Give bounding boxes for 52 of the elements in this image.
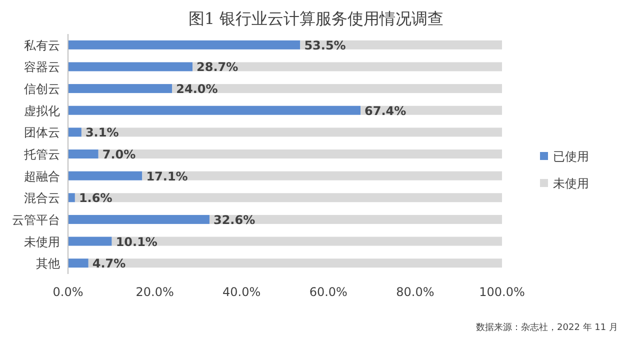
data-label: 28.7%	[196, 60, 238, 74]
bar	[68, 193, 75, 202]
data-label: 67.4%	[364, 104, 406, 118]
bar	[68, 62, 193, 72]
bar	[68, 128, 82, 137]
bar	[142, 171, 502, 180]
bar	[192, 62, 502, 72]
y-tick-label: 团体云	[24, 126, 60, 140]
bar	[112, 236, 502, 246]
data-label: 32.6%	[213, 212, 256, 227]
x-tick-label: 20.0%	[136, 285, 174, 299]
y-tick-label: 托管云	[23, 148, 60, 162]
x-tick-label: 100.0%	[479, 285, 525, 299]
x-tick-label: 60.0%	[309, 285, 348, 299]
y-tick-label: 混合云	[24, 191, 60, 206]
bar	[68, 150, 98, 158]
bar	[68, 258, 88, 268]
data-label: 10.1%	[116, 234, 158, 249]
source-note: 数据来源：杂志社，2022 年 11 月	[476, 322, 618, 333]
bar	[68, 40, 300, 50]
bar	[68, 106, 361, 115]
bar	[209, 214, 502, 224]
legend-label: 未使用	[553, 176, 589, 190]
y-tick-label: 容器云	[24, 60, 60, 74]
y-tick-label: 云管平台	[12, 212, 60, 227]
bar	[68, 171, 142, 180]
bar	[68, 214, 210, 224]
bar	[88, 258, 502, 268]
y-tick-label: 信创云	[24, 82, 60, 96]
bar	[68, 236, 112, 246]
data-label: 17.1%	[146, 169, 188, 184]
chart-title: 图1 银行业云计算服务使用情况调查	[188, 9, 444, 28]
y-tick-label: 私有云	[24, 38, 60, 52]
bar	[172, 84, 502, 94]
legend-label: 已使用	[553, 150, 589, 164]
y-tick-label: 其他	[36, 256, 60, 271]
data-label: 4.7%	[92, 256, 126, 271]
data-label: 7.0%	[102, 148, 136, 162]
x-tick-label: 40.0%	[222, 285, 261, 299]
y-tick-label: 未使用	[24, 234, 60, 249]
bar	[74, 193, 502, 202]
y-tick-label: 虚拟化	[24, 104, 60, 118]
x-tick-label: 0.0%	[52, 285, 84, 299]
data-label: 53.5%	[304, 38, 346, 52]
x-tick-label: 80.0%	[396, 285, 434, 299]
data-label: 3.1%	[85, 126, 119, 140]
bar	[98, 150, 502, 158]
data-label: 1.6%	[78, 191, 112, 206]
y-tick-label: 超融合	[24, 169, 60, 184]
data-label: 24.0%	[176, 82, 218, 96]
bar	[81, 128, 502, 137]
bar	[68, 84, 172, 94]
